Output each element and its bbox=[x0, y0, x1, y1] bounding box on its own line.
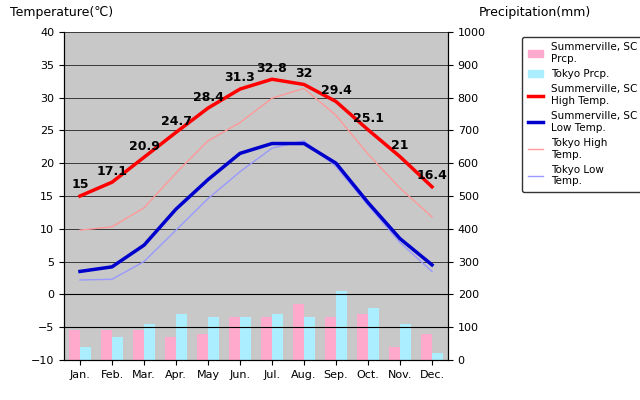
Text: 29.4: 29.4 bbox=[321, 84, 351, 97]
Bar bbox=[293, 304, 304, 360]
Bar bbox=[229, 317, 240, 360]
Bar bbox=[325, 317, 336, 360]
Bar bbox=[388, 347, 400, 360]
Bar bbox=[101, 330, 112, 360]
Bar bbox=[357, 314, 368, 360]
Bar bbox=[400, 324, 412, 360]
Legend: Summerville, SC
Prcp., Tokyo Prcp., Summerville, SC
High Temp., Summerville, SC
: Summerville, SC Prcp., Tokyo Prcp., Summ… bbox=[522, 37, 640, 192]
Bar bbox=[197, 334, 208, 360]
Text: 15: 15 bbox=[71, 178, 89, 192]
Text: 20.9: 20.9 bbox=[129, 140, 159, 153]
Text: 17.1: 17.1 bbox=[97, 165, 127, 178]
Bar bbox=[272, 314, 283, 360]
Bar bbox=[336, 291, 347, 360]
Bar bbox=[240, 317, 251, 360]
Text: 31.3: 31.3 bbox=[225, 72, 255, 84]
Text: 32.8: 32.8 bbox=[257, 62, 287, 75]
Text: 24.7: 24.7 bbox=[161, 115, 191, 128]
Bar bbox=[133, 330, 144, 360]
Text: 16.4: 16.4 bbox=[417, 169, 447, 182]
Bar bbox=[165, 337, 176, 360]
Text: 32: 32 bbox=[295, 67, 313, 80]
Text: Temperature(℃): Temperature(℃) bbox=[10, 6, 113, 19]
Bar bbox=[261, 317, 272, 360]
Bar bbox=[304, 317, 315, 360]
Bar bbox=[368, 308, 379, 360]
Bar bbox=[176, 314, 187, 360]
Bar bbox=[112, 337, 123, 360]
Text: 25.1: 25.1 bbox=[353, 112, 383, 125]
Bar bbox=[208, 317, 219, 360]
Text: Precipitation(mm): Precipitation(mm) bbox=[479, 6, 591, 19]
Bar bbox=[80, 347, 92, 360]
Bar bbox=[432, 354, 443, 360]
Bar bbox=[69, 330, 80, 360]
Bar bbox=[421, 334, 432, 360]
Bar bbox=[144, 324, 155, 360]
Text: 28.4: 28.4 bbox=[193, 90, 223, 104]
Text: 21: 21 bbox=[391, 139, 409, 152]
